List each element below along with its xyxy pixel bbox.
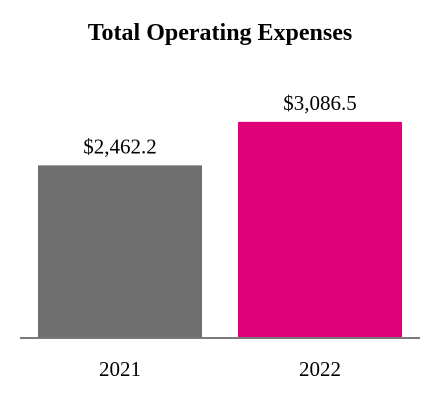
chart-title: Total Operating Expenses (88, 20, 352, 46)
x-tick-label-2021: 2021 (99, 357, 141, 381)
bar-2022 (238, 121, 402, 338)
bars-layer: $2,462.2 2021 $3,086.5 2022 (38, 91, 402, 381)
data-label-2022: $3,086.5 (283, 91, 357, 115)
data-label-2021: $2,462.2 (83, 134, 157, 158)
bar-2021 (38, 165, 202, 337)
x-tick-label-2022: 2022 (299, 357, 341, 381)
